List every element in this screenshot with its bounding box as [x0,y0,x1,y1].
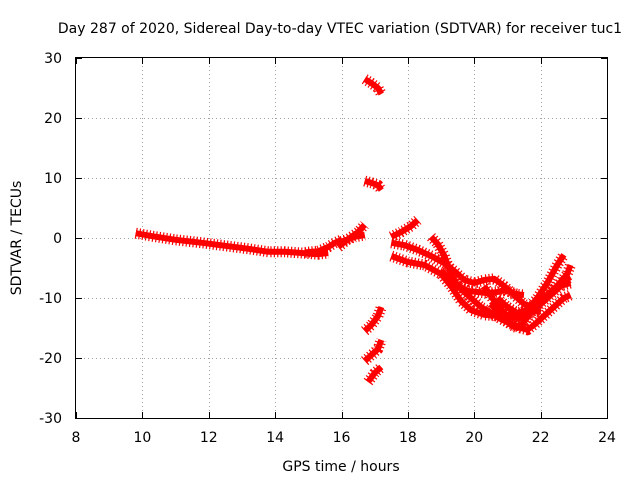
x-tick-label: 24 [598,430,616,446]
x-tick-label: 14 [266,430,284,446]
x-tick-label: 20 [465,430,483,446]
series-arc-8-marks [361,338,387,366]
series-arc-1 [135,230,329,258]
y-tick-label: -10 [39,291,62,307]
plot-frame [75,57,608,419]
series-arc-6-marks [363,175,386,194]
series-arc-9-marks [363,362,385,386]
x-tick-label: 10 [133,430,151,446]
series-arc-11 [390,239,542,316]
series-layer [134,74,576,386]
series-arc-18-marks [504,263,576,322]
y-tick-label: -30 [39,411,62,427]
series-arc-4-marks [339,229,366,247]
axis-ticks [76,58,608,419]
series-arc-10 [389,217,420,240]
series-arc-7-marks [361,305,387,336]
x-tick-label: 8 [72,430,81,446]
x-tick-label: 18 [399,430,417,446]
y-tick-label: 20 [44,111,62,127]
x-axis-label: GPS time / hours [282,459,399,475]
y-axis-label: SDTVAR / TECUs [9,181,25,296]
series-arc-5-marks [361,74,387,97]
chart-title: Day 287 of 2020, Sidereal Day-to-day VTE… [58,21,622,37]
x-tick-label: 12 [200,430,218,446]
series-arc-13 [428,234,525,298]
series-arc-2-marks [304,234,344,258]
x-tick-label: 16 [333,430,351,446]
y-tick-label: 10 [44,171,62,187]
y-tick-label: -20 [39,351,62,367]
y-tick-labels: -30 -20 -10 0 10 20 30 [39,51,62,427]
y-tick-label: 30 [44,51,62,67]
x-tick-labels: 8 10 12 14 16 18 20 22 24 [72,430,616,446]
series-arc-14-marks [437,266,573,336]
x-tick-label: 22 [532,430,550,446]
series-arc-17-marks [493,251,569,319]
y-tick-label: 0 [53,231,62,247]
